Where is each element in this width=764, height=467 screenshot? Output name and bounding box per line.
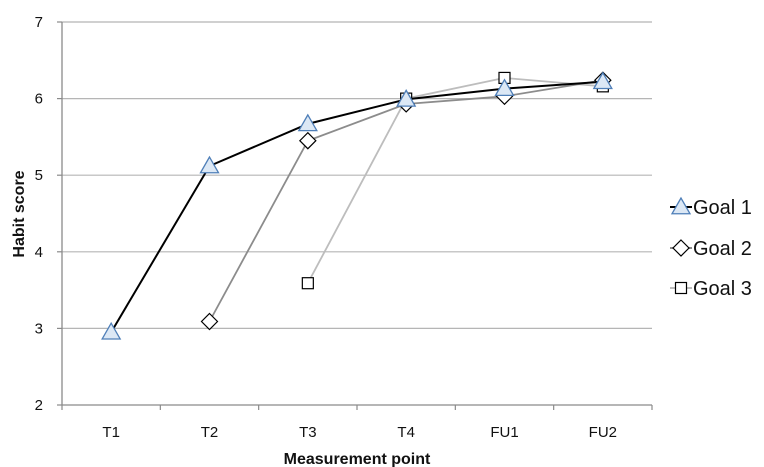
y-tick-label: 3 — [35, 320, 43, 337]
legend-item-goal-1: Goal 1 — [670, 196, 752, 219]
data-point — [200, 312, 219, 331]
x-tick-label: FU1 — [490, 424, 518, 441]
legend-marker — [672, 239, 690, 257]
legend-marker — [674, 281, 688, 295]
legend-item-goal-3: Goal 3 — [670, 278, 752, 300]
series-line — [110, 80, 603, 333]
x-tick-label: FU2 — [589, 424, 617, 441]
y-tick-label: 2 — [35, 397, 43, 414]
series-group — [101, 71, 613, 340]
legend-label: Goal 3 — [693, 278, 752, 300]
legend-label: Goal 2 — [693, 238, 752, 260]
y-axis-title: Habit score — [11, 170, 28, 257]
data-point — [101, 321, 122, 340]
x-tick-label: T4 — [397, 424, 415, 441]
y-tick-label: 6 — [35, 91, 43, 108]
data-point — [592, 71, 613, 90]
y-tick-label: 4 — [35, 244, 43, 261]
data-point — [494, 78, 515, 97]
y-tick-labels: 2 3 4 5 6 7 — [35, 14, 43, 414]
data-point — [297, 113, 318, 132]
legend: Goal 1 Goal 2 Goal 3 — [670, 196, 752, 300]
y-tick-label: 5 — [35, 167, 43, 184]
data-point — [396, 89, 417, 107]
series-goal-1 — [101, 71, 613, 340]
x-tick-label: T1 — [102, 424, 120, 441]
x-tick-label: T3 — [299, 424, 317, 441]
axes — [57, 21, 653, 410]
series-goal-3 — [301, 71, 609, 290]
legend-label: Goal 1 — [693, 197, 752, 219]
x-tick-labels: T1 T2 T3 T4 FU1 FU2 — [102, 424, 617, 441]
data-point — [199, 155, 220, 174]
x-tick-label: T2 — [201, 424, 219, 441]
data-point — [298, 131, 317, 150]
y-tick-label: 7 — [35, 14, 43, 31]
legend-item-goal-2: Goal 2 — [670, 238, 752, 260]
series-goal-2 — [200, 71, 612, 331]
series-line — [307, 77, 603, 284]
x-axis-title: Measurement point — [284, 451, 431, 467]
gridlines — [62, 21, 652, 329]
series-line — [208, 79, 603, 322]
legend-marker — [670, 196, 692, 215]
data-point — [301, 277, 314, 290]
